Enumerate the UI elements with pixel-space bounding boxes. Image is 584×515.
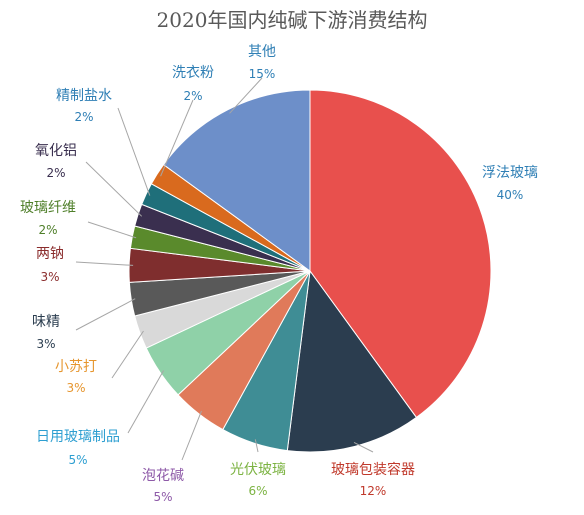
slice-value-label-4: 5% <box>68 453 87 467</box>
leader-line-3 <box>181 410 202 461</box>
leader-line-6 <box>75 298 136 331</box>
slice-label-8: 玻璃纤维 <box>20 199 76 216</box>
pie-slice-1 <box>286 269 418 453</box>
slice-label-11: 洗衣粉 <box>172 65 214 81</box>
slice-value-label-5: 3% <box>66 381 85 395</box>
slice-value-label-10: 2% <box>74 110 93 124</box>
slice-label-3: 泡花碱 <box>142 468 184 484</box>
slice-label-0: 浮法玻璃 <box>482 164 538 181</box>
pie-slice-12 <box>162 89 311 272</box>
leader-lines <box>75 77 374 461</box>
slice-value-label-3: 5% <box>153 490 172 504</box>
leader-line-9 <box>85 161 143 217</box>
slice-label-1: 玻璃包装容器 <box>331 461 415 478</box>
slice-label-5: 小苏打 <box>55 358 97 375</box>
slice-value-label-9: 2% <box>46 166 65 180</box>
slice-label-7: 两钠 <box>36 246 64 262</box>
slice-value-label-0: 40% <box>497 188 524 202</box>
pie-slices <box>128 89 492 453</box>
leader-line-7 <box>75 261 134 266</box>
slice-value-label-11: 2% <box>183 89 202 103</box>
slice-value-label-12: 15% <box>249 67 276 81</box>
leader-line-8 <box>87 221 137 239</box>
slice-value-label-1: 12% <box>360 484 387 498</box>
leader-line-2 <box>254 439 259 453</box>
leader-line-1 <box>353 441 374 453</box>
slice-label-6: 味精 <box>32 314 60 330</box>
slice-label-4: 日用玻璃制品 <box>36 428 120 445</box>
slice-value-label-6: 3% <box>36 337 55 351</box>
slice-labels: 浮法玻璃40%玻璃包装容器12%光伏玻璃6%泡花碱5%日用玻璃制品5%小苏打3%… <box>20 44 538 504</box>
slice-value-label-7: 3% <box>40 270 59 284</box>
slice-label-9: 氧化铝 <box>35 143 77 159</box>
pie-slice-0 <box>309 89 492 419</box>
chart-title: 2020年国内纯碱下游消费结构 <box>157 8 428 32</box>
slice-label-2: 光伏玻璃 <box>230 461 286 478</box>
leader-line-5 <box>111 330 144 379</box>
slice-value-label-8: 2% <box>38 223 57 237</box>
slice-value-label-2: 6% <box>248 484 267 498</box>
leader-line-4 <box>127 370 165 434</box>
leader-line-10 <box>117 107 151 196</box>
leader-line-11 <box>160 99 194 177</box>
leader-line-12 <box>229 77 263 114</box>
slice-label-10: 精制盐水 <box>56 88 112 104</box>
slice-label-12: 其他 <box>248 44 276 60</box>
